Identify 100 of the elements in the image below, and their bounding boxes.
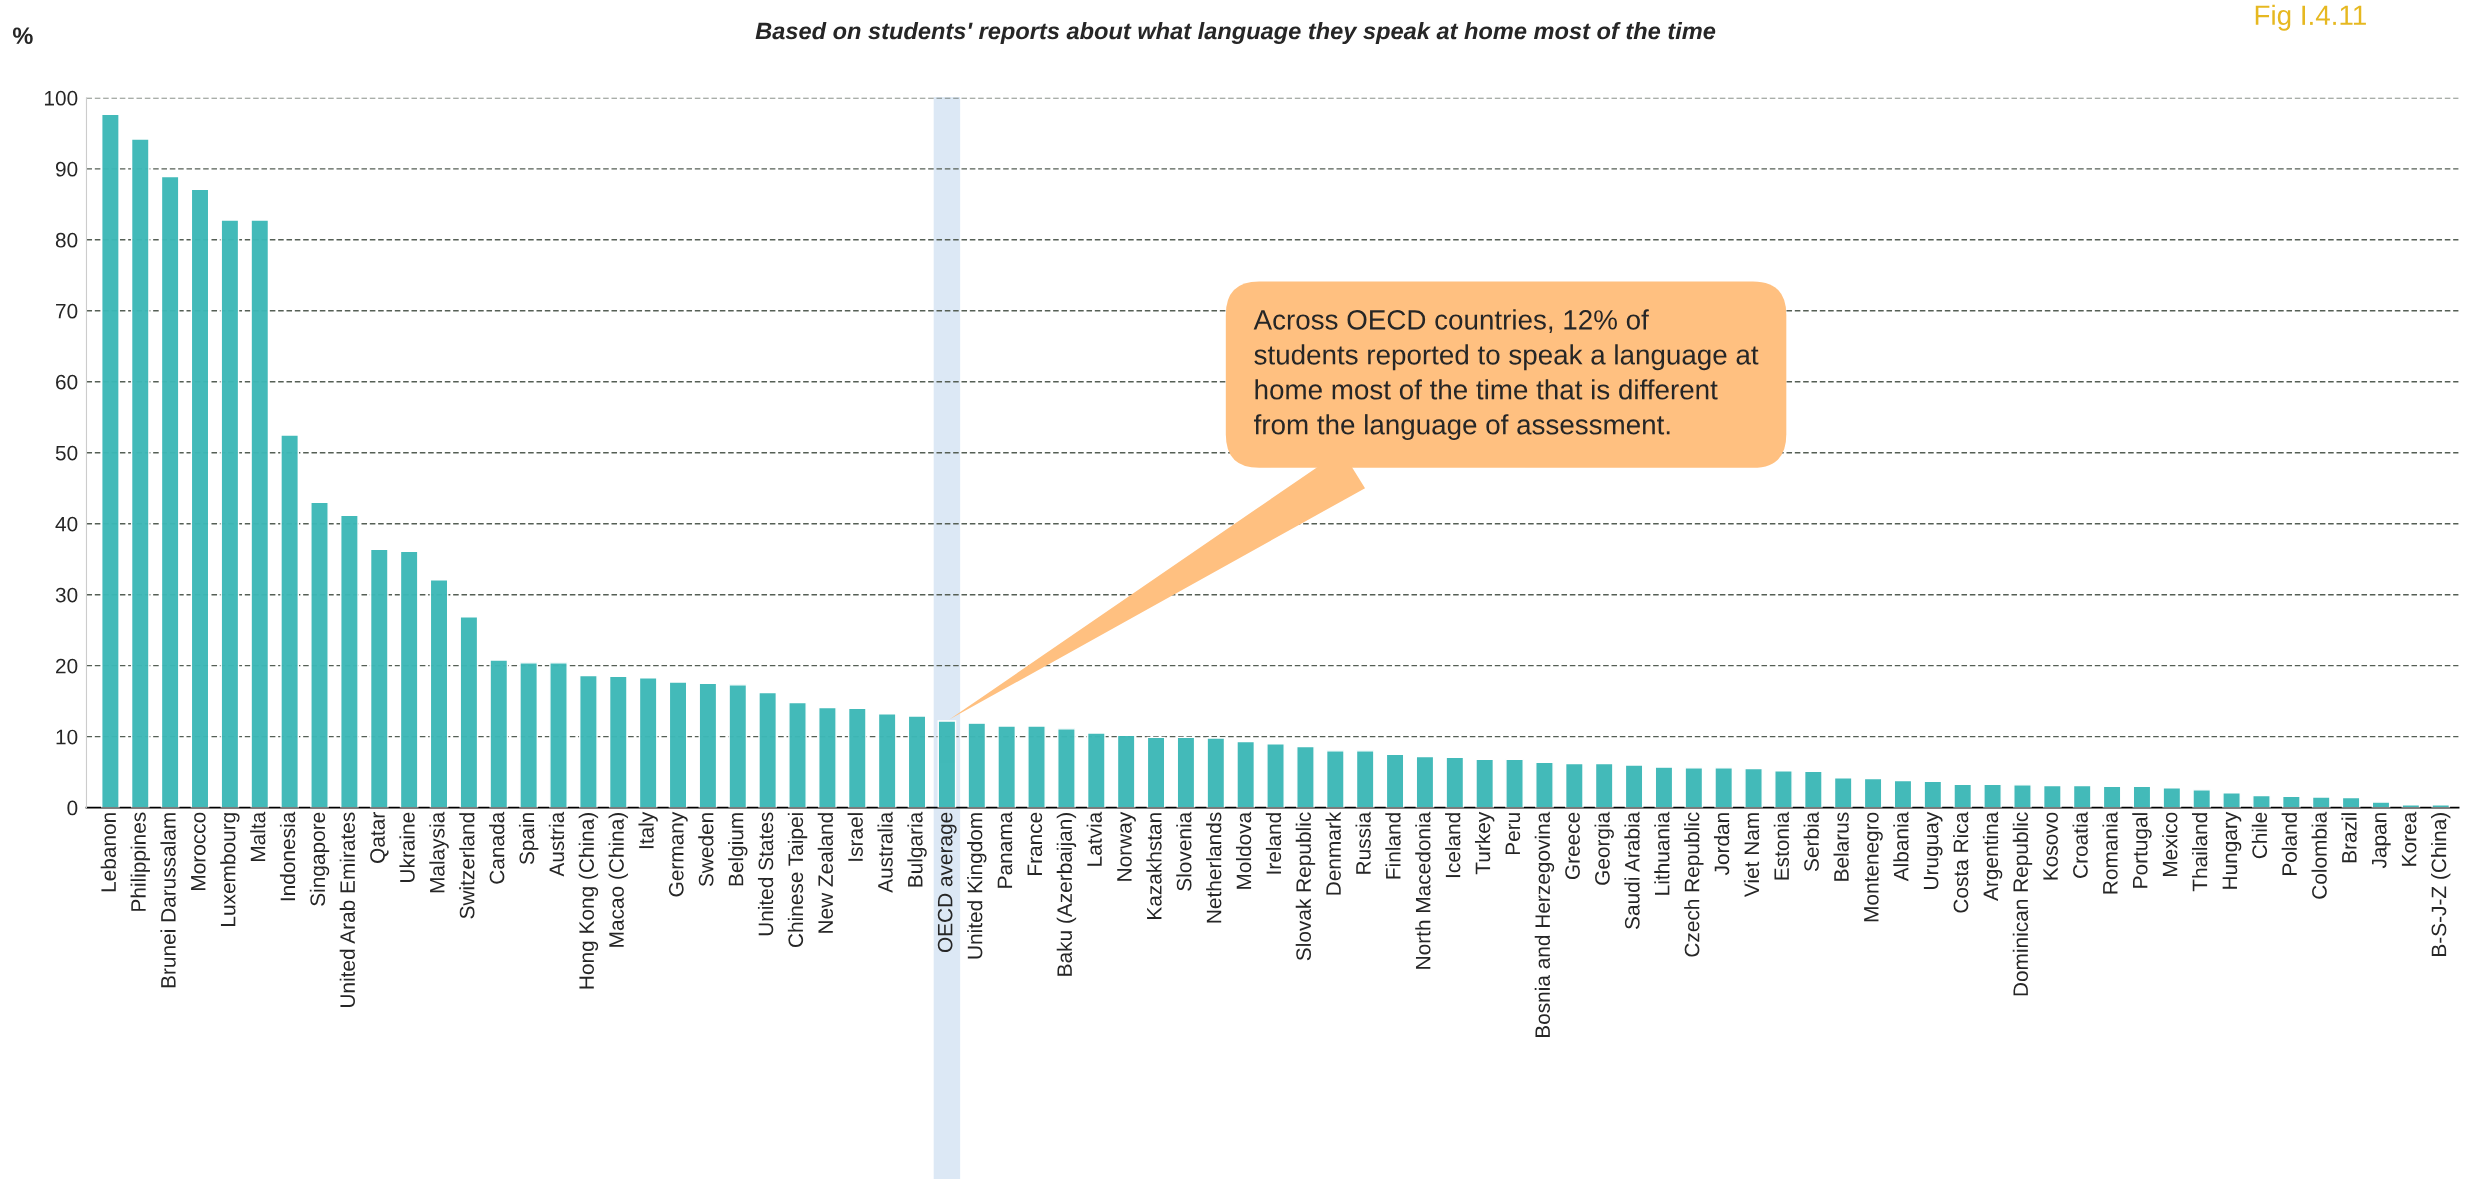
bar <box>429 579 449 808</box>
x-tick-label: Spain <box>518 813 539 865</box>
bar <box>1594 762 1614 808</box>
text: Fig I.4.11 <box>2255 4 2366 31</box>
bar <box>1983 783 2002 808</box>
x-tick-label: Chile <box>2251 812 2268 859</box>
x-tick-label: Thailand <box>2192 813 2208 892</box>
x-tick-label: Montenegro <box>1864 812 1883 922</box>
bar <box>1654 766 1674 808</box>
x-tick-label: Uruguay <box>1923 811 1943 889</box>
y-axis-title: % <box>12 27 33 45</box>
bar <box>1206 737 1226 808</box>
bar <box>1325 750 1345 808</box>
x-tick-label: Hungary <box>2222 811 2242 889</box>
y-tick-label: 20 <box>56 658 78 674</box>
x-tick-label: Philippines <box>130 812 150 911</box>
x-tick-label: Colombia <box>2311 811 2327 899</box>
x-tick-label: United States <box>757 812 774 936</box>
x-tick-label: Bulgaria <box>907 811 927 887</box>
bar <box>2311 796 2331 808</box>
x-tick-label: Italy <box>638 811 658 849</box>
y-tick-label: 70 <box>56 303 78 319</box>
bar <box>1296 745 1315 808</box>
bar <box>220 219 240 808</box>
bar <box>2042 784 2062 808</box>
bar <box>1923 780 1943 808</box>
bar <box>907 715 927 808</box>
x-tick-label: Switzerland <box>459 813 475 919</box>
bar <box>1415 755 1435 808</box>
bar <box>549 662 568 808</box>
bar <box>1116 734 1136 808</box>
x-tick-label: Austria <box>548 811 565 877</box>
bar <box>2281 795 2301 808</box>
bar <box>2132 785 2152 808</box>
x-tick-label: United Arab Emirates <box>339 812 355 1008</box>
bar <box>250 219 270 808</box>
x-tick-label: Moldova <box>1235 811 1252 889</box>
x-tick-label: Japan <box>2372 813 2391 869</box>
x-tick-label: Norway <box>1117 811 1136 881</box>
y-tick-label: 0 <box>67 800 78 816</box>
bar <box>280 434 300 808</box>
x-tick-label: Estonia <box>1773 811 1790 880</box>
y-tick-label: 30 <box>55 587 78 603</box>
x-tick-label: Portugal <box>2132 813 2152 888</box>
bar <box>369 548 389 808</box>
x-tick-label: Denmark <box>1325 811 1341 895</box>
bar <box>1385 753 1405 808</box>
bar <box>1803 770 1823 808</box>
x-tick-label: Serbia <box>1803 811 1819 872</box>
bar <box>1266 743 1285 808</box>
bar <box>818 706 837 808</box>
x-tick-label: France <box>1027 812 1043 875</box>
x-tick-label: Viet Nam <box>1743 813 1760 897</box>
bar <box>728 684 748 808</box>
x-tick-label: Luxembourg <box>220 813 240 926</box>
bar <box>1714 767 1734 808</box>
bar <box>997 725 1017 808</box>
bar <box>1027 725 1046 808</box>
x-tick-label: Dominican Republic <box>2012 812 2033 996</box>
bar <box>2162 787 2182 808</box>
bar <box>160 175 180 808</box>
x-tick-label: Panama <box>997 811 1013 888</box>
x-tick-label: Brunei Darussalam <box>160 813 176 988</box>
x-tick-label: Qatar <box>370 812 389 863</box>
bar <box>399 550 419 808</box>
y-tick-label: 100 <box>44 90 78 106</box>
x-tick-label: Greece <box>1565 812 1580 880</box>
x-tick-label: Israel <box>847 813 863 861</box>
x-tick-label: Indonesia <box>279 811 296 901</box>
bar <box>1893 779 1913 808</box>
x-tick-label: Albania <box>1893 811 1909 882</box>
bar <box>2192 789 2212 808</box>
x-tick-label: Georgia <box>1594 811 1614 885</box>
x-tick-label: Netherlands <box>1206 812 1222 923</box>
x-tick-label: Ukraine <box>399 812 415 882</box>
x-tick-label: Mexico <box>2162 812 2178 877</box>
x-tick-label: Canada <box>489 811 505 884</box>
bar <box>1146 736 1166 808</box>
bar <box>340 514 359 808</box>
bar <box>877 713 897 808</box>
bar <box>1535 761 1554 808</box>
x-tick-label: Czech Republic <box>1684 812 1704 957</box>
bar <box>1445 756 1465 808</box>
bar <box>459 615 479 808</box>
x-tick-label: B-S-J-Z (China) <box>2431 813 2451 956</box>
x-tick-label: Argentina <box>1982 811 2003 901</box>
x-tick-label: Chinese Taipei <box>787 813 808 947</box>
x-tick-label: Macao (China) <box>608 813 628 947</box>
x-tick-label: Jordan <box>1713 813 1730 876</box>
bar <box>1057 728 1076 808</box>
x-tick-label: Ireland <box>1265 813 1282 874</box>
y-tick-label: 10 <box>56 729 78 745</box>
x-tick-label: Brazil <box>2341 813 2357 863</box>
y-tick-label: 40 <box>55 516 78 532</box>
x-tick-label: Peru <box>1505 813 1521 855</box>
bar <box>847 707 867 808</box>
bar <box>130 138 150 808</box>
bar <box>2222 792 2241 808</box>
x-tick-label: Saudi Arabia <box>1624 811 1640 929</box>
x-tick-label: OECD average <box>937 812 957 953</box>
